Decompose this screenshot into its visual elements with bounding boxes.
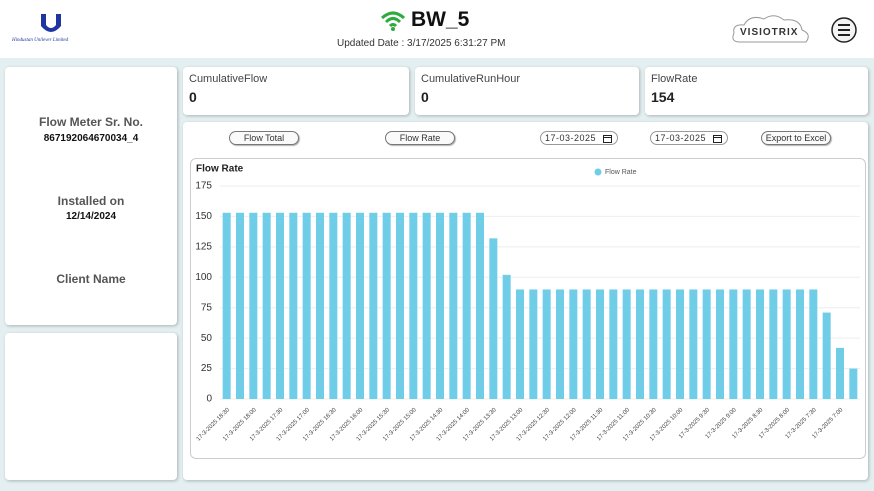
serial-label: Flow Meter Sr. No. — [38, 115, 143, 129]
menu-button[interactable] — [830, 16, 858, 44]
bar — [316, 212, 324, 399]
bar — [262, 212, 271, 399]
stat-label: CumulativeFlow — [189, 73, 268, 85]
stat-label: FlowRate — [651, 73, 698, 85]
bar — [529, 289, 538, 399]
bar — [356, 212, 364, 399]
bar — [369, 212, 378, 399]
date-text: 17-03-2025 — [545, 133, 597, 143]
bar — [756, 289, 764, 399]
bar — [836, 347, 844, 399]
legend-label: Flow Rate — [605, 169, 637, 176]
bar — [609, 289, 618, 399]
chart-box — [190, 158, 866, 459]
stat-card: CumulativeRunHour 0 — [415, 67, 639, 115]
wifi-icon — [380, 11, 406, 31]
bar — [729, 289, 738, 399]
bar — [342, 212, 351, 399]
bar — [289, 212, 298, 399]
stat-card: FlowRate 154 — [645, 67, 868, 115]
stat-label: CumulativeRunHour — [421, 73, 521, 85]
bar — [569, 289, 578, 399]
installed-label: Installed on — [57, 194, 125, 208]
chart-title: Flow Rate — [196, 164, 244, 175]
y-tick-label: 50 — [201, 333, 213, 344]
bar — [742, 289, 751, 399]
bar — [436, 212, 444, 399]
bar — [702, 289, 711, 399]
y-tick-label: 100 — [195, 272, 212, 283]
export-button[interactable]: Export to Excel — [761, 131, 831, 145]
calendar-icon — [713, 135, 722, 143]
bar — [476, 212, 484, 399]
installed-value: 12/14/2024 — [65, 211, 117, 222]
bar — [622, 289, 631, 399]
bar — [596, 289, 604, 399]
bar — [769, 289, 778, 399]
header: Hindustan Unilever Limited BW_5 Updated … — [0, 0, 874, 58]
bar — [636, 289, 644, 399]
bar — [449, 212, 458, 399]
bar — [462, 212, 471, 399]
side-panel — [5, 333, 177, 480]
bar — [782, 289, 791, 399]
client-label: Client Name — [56, 272, 126, 286]
bar — [582, 289, 591, 399]
bar — [689, 289, 698, 399]
bar — [249, 212, 258, 399]
bar — [276, 212, 284, 399]
brand-cloud — [732, 15, 809, 43]
y-tick-label: 0 — [206, 394, 212, 405]
stat-card: CumulativeFlow 0 — [183, 67, 409, 115]
bar — [422, 212, 431, 399]
stat-value: 0 — [189, 89, 197, 105]
flow-rate-button[interactable]: Flow Rate — [385, 131, 455, 145]
y-tick-label: 25 — [201, 363, 213, 374]
bar — [329, 212, 338, 399]
stat-value: 0 — [421, 89, 429, 105]
y-tick-label: 75 — [201, 302, 213, 313]
bar — [382, 212, 391, 399]
bar — [502, 274, 511, 399]
bar — [516, 289, 524, 399]
company-name: Hindustan Unilever Limited — [12, 38, 69, 43]
bar — [542, 289, 551, 399]
start-date-input[interactable]: 17-03-2025 — [540, 131, 618, 145]
calendar-icon — [603, 135, 612, 143]
bar — [236, 212, 244, 399]
y-tick-label: 175 — [195, 181, 212, 192]
updated-date: Updated Date : 3/17/2025 6:31:27 PM — [337, 38, 506, 49]
bar — [809, 289, 818, 399]
bar — [302, 212, 311, 399]
stat-value: 154 — [651, 89, 675, 105]
bar — [556, 289, 564, 399]
y-tick-label: 150 — [195, 211, 212, 222]
bar — [676, 289, 684, 399]
company-logo — [41, 14, 61, 32]
info-panel: Flow Meter Sr. No. 867192064670034_4 Ins… — [5, 67, 177, 325]
bar — [849, 368, 858, 399]
bar — [396, 212, 404, 399]
serial-value: 867192064670034_4 — [43, 133, 139, 144]
bar — [796, 289, 804, 399]
bar — [822, 312, 831, 399]
brand-name: VISIOTRIX — [740, 27, 799, 38]
bar — [489, 238, 498, 399]
flow-total-button[interactable]: Flow Total — [229, 131, 299, 145]
bar — [222, 212, 231, 399]
bar — [409, 212, 418, 399]
y-tick-label: 125 — [195, 241, 212, 252]
bar — [662, 289, 671, 399]
device-title: BW_5 — [411, 8, 470, 31]
chart-panel: Flow Total Flow Rate 17-03-2025 17-03-20… — [183, 122, 868, 480]
end-date-input[interactable]: 17-03-2025 — [650, 131, 728, 145]
bar — [716, 289, 724, 399]
bar — [649, 289, 658, 399]
date-text: 17-03-2025 — [655, 133, 707, 143]
legend-swatch — [594, 168, 602, 176]
